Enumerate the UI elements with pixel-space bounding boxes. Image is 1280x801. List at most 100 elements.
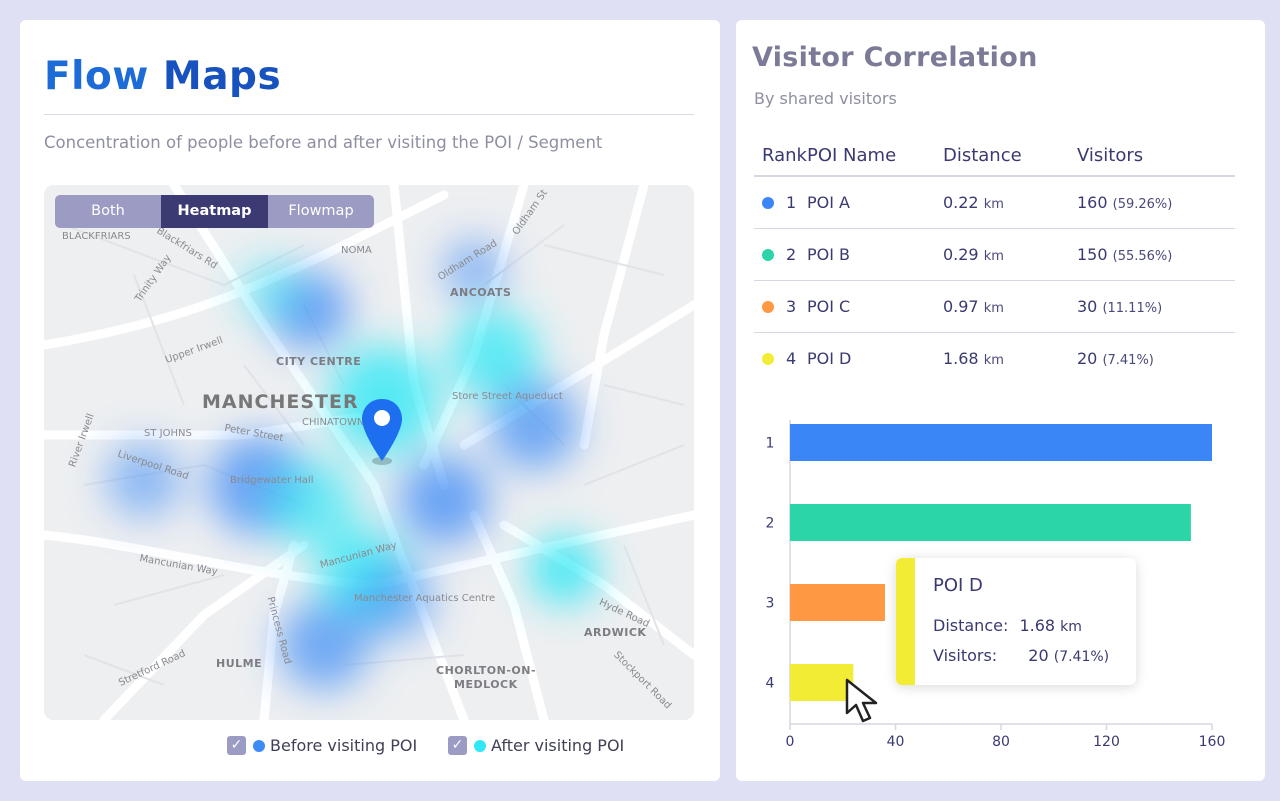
visitors-value: 160 <box>1076 192 1108 212</box>
divider <box>44 114 694 115</box>
rank-cell: 2 <box>754 228 807 281</box>
legend-before-label: Before visiting POI <box>270 736 418 755</box>
map-label-ancoats: ANCOATS <box>450 286 512 299</box>
legend-before[interactable]: ✓ Before visiting POI <box>227 736 417 755</box>
map-label-chinatown: CHINATOWN <box>302 417 365 428</box>
rank-cell: 4 <box>754 332 807 384</box>
visitors-value: 30 <box>1076 296 1098 316</box>
visitors-pct: (55.56%) <box>1112 248 1173 264</box>
y-category-label: 4 <box>766 676 775 692</box>
map-label-st-johns: ST JOHNS <box>144 428 192 439</box>
map-label-manchester: MANCHESTER <box>202 391 359 413</box>
before-checkbox-icon[interactable]: ✓ <box>227 736 246 755</box>
tooltip-distance-value: 1.68 <box>1019 616 1056 635</box>
visitors-pct: (7.41%) <box>1102 352 1154 368</box>
table-header: Rank POI Name Distance Visitors <box>754 136 1235 177</box>
poi-name-cell: POI D <box>806 348 852 368</box>
toggle-heatmap[interactable]: Heatmap <box>161 195 268 228</box>
tooltip-visitors-pct: (7.41%) <box>1053 649 1110 665</box>
rank-cell: 3 <box>754 280 807 333</box>
flow-maps-card: Flow Maps Concentration of people before… <box>20 20 720 781</box>
distance-cell: 0.29 km <box>942 228 1077 281</box>
bar-2[interactable] <box>790 504 1191 541</box>
view-mode-toggle[interactable]: Both Heatmap Flowmap <box>55 195 374 228</box>
poi-name-cell: POI A <box>806 176 943 229</box>
visitor-correlation-subtitle: By shared visitors <box>754 89 897 108</box>
map-label-hulme: HULME <box>216 657 263 670</box>
rank-value: 1 <box>786 192 797 212</box>
rank-value: 2 <box>786 244 797 264</box>
rank-value: 4 <box>786 348 797 368</box>
map-label-ardwick: ARDWICK <box>584 626 647 639</box>
table-row[interactable]: 3 POI C 0.97 km 30 (11.11%) <box>754 280 1235 333</box>
mouse-cursor-icon <box>845 678 878 723</box>
rank-dot-icon <box>762 248 774 261</box>
correlation-table: Rank POI Name Distance Visitors 1 POI A 0.… <box>754 136 1235 384</box>
x-tick-label: 0 <box>786 734 795 750</box>
bar-1[interactable] <box>790 424 1212 461</box>
after-dot-icon <box>474 739 486 752</box>
y-category-label: 3 <box>766 596 775 612</box>
distance-value: 0.22 <box>942 192 979 212</box>
distance-unit: km <box>983 248 1004 264</box>
location-pin-icon[interactable] <box>360 397 404 469</box>
col-poi-name: POI Name <box>806 136 943 177</box>
tooltip-visitors-row: Visitors: 20 (7.41%) <box>933 646 1109 665</box>
title-word-2: Maps <box>162 54 282 99</box>
map-label-city-centre: CITY CENTRE <box>276 355 362 368</box>
before-dot-icon <box>253 739 265 752</box>
tooltip-visitors-label: Visitors: <box>933 646 998 665</box>
col-rank: Rank <box>754 136 807 177</box>
visitor-correlation-card: Visitor Correlation By shared visitors R… <box>736 20 1265 781</box>
chart-tooltip: POI D Distance: 1.68 km Visitors: 20 (7.… <box>896 558 1136 685</box>
col-visitors: Visitors <box>1076 136 1235 177</box>
visitors-pct: (11.11%) <box>1102 300 1163 316</box>
tooltip-distance-unit: km <box>1060 619 1082 635</box>
visitors-pct: (59.26%) <box>1112 196 1173 212</box>
visitors-cell: 150 (55.56%) <box>1076 228 1235 281</box>
table-row[interactable]: 2 POI B 0.29 km 150 (55.56%) <box>754 228 1235 281</box>
map-label-bridgewater: Bridgewater Hall <box>230 475 314 486</box>
visitors-cell: 30 (11.11%) <box>1076 280 1235 333</box>
flow-maps-title: Flow Maps <box>44 54 281 99</box>
heatmap-map[interactable]: BLACKFRIARS Blackfriars Rd NOMA ANCOATS … <box>44 185 694 720</box>
bar-4[interactable] <box>790 664 854 701</box>
x-tick-label: 160 <box>1199 734 1226 750</box>
legend-after[interactable]: ✓ After visiting POI <box>448 736 624 755</box>
tooltip-distance-row: Distance: 1.68 km <box>933 616 1082 635</box>
distance-cell: 0.97 km <box>942 280 1077 333</box>
flow-maps-subtitle: Concentration of people before and after… <box>44 133 603 152</box>
distance-unit: km <box>983 196 1004 212</box>
poi-name-cell: POI B <box>806 228 943 281</box>
visitor-correlation-title: Visitor Correlation <box>752 42 1038 73</box>
table-row[interactable]: 1 POI A 0.22 km 160 (59.26%) <box>754 176 1235 229</box>
toggle-flowmap[interactable]: Flowmap <box>268 195 374 228</box>
tooltip-distance-label: Distance: <box>933 616 1009 635</box>
visitors-cell: 160 (59.26%) <box>1076 176 1235 229</box>
rank-cell: 1 <box>754 176 807 229</box>
x-tick-label: 40 <box>887 734 905 750</box>
rank-dot-icon <box>762 352 774 365</box>
map-label-store-street: Store Street Aqueduct <box>452 391 563 402</box>
distance-value: 0.97 <box>942 296 979 316</box>
toggle-both[interactable]: Both <box>55 195 161 228</box>
table-row[interactable]: 4 POI D 1.68 km 20 (7.41%) <box>754 332 1235 384</box>
map-label-noma: NOMA <box>341 245 372 256</box>
y-category-label: 2 <box>766 516 775 532</box>
tooltip-color-bar <box>896 558 915 685</box>
distance-unit: km <box>983 352 1004 368</box>
distance-value: 1.68 <box>942 348 979 368</box>
x-tick-label: 80 <box>992 734 1010 750</box>
y-category-label: 1 <box>766 436 775 452</box>
visitor-bar-chart: 0 40 80 120 160 1 2 3 4 <box>766 420 1226 750</box>
visitors-cell: 20 (7.41%) <box>1077 332 1235 384</box>
bar-3[interactable] <box>790 584 885 621</box>
visitors-value: 20 <box>1076 348 1098 368</box>
title-word-1: Flow <box>44 54 149 99</box>
visitors-value: 150 <box>1076 244 1108 264</box>
map-label-blackfriars: BLACKFRIARS <box>62 231 131 242</box>
col-distance: Distance <box>942 136 1077 177</box>
after-checkbox-icon[interactable]: ✓ <box>448 736 467 755</box>
rank-dot-icon <box>762 196 774 209</box>
tooltip-title: POI D <box>933 575 983 596</box>
